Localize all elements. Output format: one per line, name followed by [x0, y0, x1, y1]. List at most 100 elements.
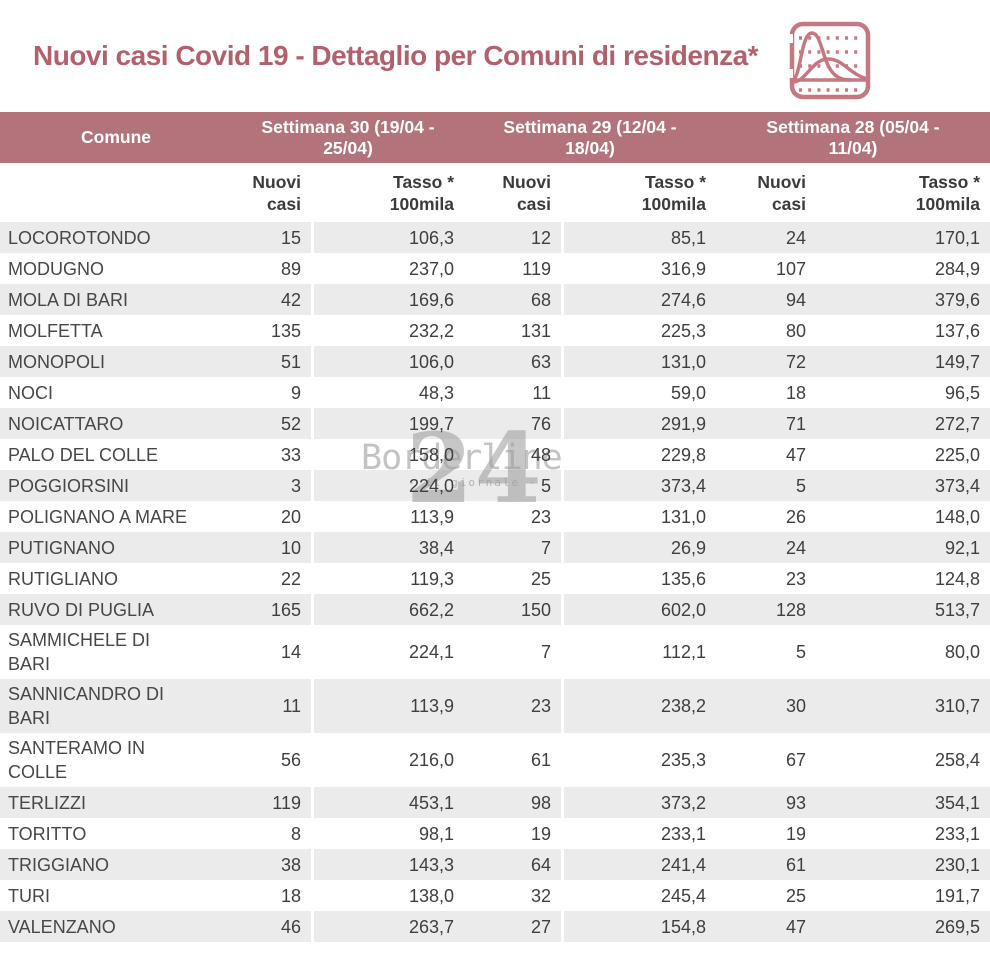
table-row: MODUGNO 89 237,0 119 316,9 107 284,9 [0, 253, 990, 284]
tasso-w28-cell: 272,7 [934, 413, 980, 434]
comune-cell: PUTIGNANO [8, 537, 116, 558]
nuovi-casi-w29-cell: 98 [464, 787, 564, 818]
nuovi-casi-w30-cell: 8 [232, 818, 314, 849]
nuovi-casi-w28-cell: 24 [785, 227, 806, 248]
nuovi-casi-w29-cell: 68 [464, 284, 564, 315]
table-row: TORITTO 8 98,1 19 233,1 19 233,1 [0, 818, 990, 849]
nuovi-casi-w30-cell: 18 [232, 880, 314, 911]
nuovi-casi-w29-cell: 76 [464, 408, 564, 439]
tasso-w30-cell: 106,3 [408, 227, 454, 248]
tasso-w29-cell: 274,6 [660, 289, 706, 310]
table-row: PALO DEL COLLE 33 158,0 48 229,8 47 225,… [0, 439, 990, 470]
nuovi-casi-w29-cell: 12 [464, 222, 564, 253]
nuovi-casi-w29-cell: 7 [464, 532, 564, 563]
tasso-w28-cell: 258,4 [934, 750, 980, 770]
tasso-w30-cell: 38,4 [418, 537, 454, 558]
table-row: POLIGNANO A MARE 20 113,9 23 131,0 26 14… [0, 501, 990, 532]
nuovi-casi-w29-cell: 48 [464, 439, 564, 470]
tasso-w28-cell: 124,8 [934, 568, 980, 589]
subheader-tasso-w30: Tasso * 100mila [389, 171, 454, 214]
tasso-w28-cell: 170,1 [934, 227, 980, 248]
nuovi-casi-w28-cell: 72 [785, 351, 806, 372]
tasso-w28-cell: 80,0 [944, 642, 980, 662]
nuovi-casi-w28-cell: 94 [785, 289, 806, 310]
nuovi-casi-w28-cell: 19 [785, 823, 806, 844]
epidemic-curve-icon [788, 20, 872, 102]
comune-cell: TURI [8, 885, 50, 906]
tasso-w28-cell: 148,0 [934, 506, 980, 527]
nuovi-casi-w29-cell: 25 [464, 563, 564, 594]
tasso-w28-cell: 225,0 [934, 444, 980, 465]
nuovi-casi-w30-cell: 42 [232, 284, 314, 315]
tasso-w29-cell: 131,0 [660, 506, 706, 527]
subheader-nuovi-casi-w28: Nuovi casi [757, 171, 806, 214]
tasso-w30-cell: 224,0 [408, 475, 454, 496]
nuovi-casi-w30-cell: 38 [232, 849, 314, 880]
nuovi-casi-w30-cell: 14 [232, 625, 314, 679]
page-title: Nuovi casi Covid 19 - Dettaglio per Comu… [33, 40, 759, 71]
tasso-w30-cell: 263,7 [408, 916, 454, 937]
tasso-w28-cell: 149,7 [934, 351, 980, 372]
nuovi-casi-w29-cell: 23 [464, 679, 564, 733]
tasso-w30-cell: 113,9 [410, 506, 454, 527]
comune-cell: NOCI [8, 382, 53, 403]
nuovi-casi-w28-cell: 23 [785, 568, 806, 589]
week-29-header: Settimana 29 (12/04 - 18/04) [503, 116, 677, 158]
nuovi-casi-w28-cell: 25 [785, 885, 806, 906]
tasso-w29-cell: 373,2 [660, 792, 706, 813]
table-row: RUVO DI PUGLIA 165 662,2 150 602,0 128 5… [0, 594, 990, 625]
tasso-w29-cell: 135,6 [660, 568, 706, 589]
comune-cell: MODUGNO [8, 258, 104, 279]
tasso-w29-cell: 225,3 [660, 320, 706, 341]
nuovi-casi-w30-cell: 119 [232, 787, 314, 818]
nuovi-casi-w29-cell: 27 [464, 911, 564, 942]
nuovi-casi-w28-cell: 107 [775, 258, 806, 279]
comune-cell: RUVO DI PUGLIA [8, 599, 155, 620]
tasso-w29-cell: 131,0 [660, 351, 706, 372]
covid-cases-table: Comune Settimana 30 (19/04 - 25/04) Sett… [0, 112, 990, 942]
tasso-w30-cell: 199,7 [408, 413, 454, 434]
tasso-w30-cell: 48,3 [418, 382, 454, 403]
nuovi-casi-w30-cell: 22 [232, 563, 314, 594]
tasso-w28-cell: 269,5 [934, 916, 980, 937]
nuovi-casi-w30-cell: 33 [232, 439, 314, 470]
subheader-nuovi-casi-w29: Nuovi casi [464, 163, 564, 222]
nuovi-casi-w29-cell: 19 [464, 818, 564, 849]
table-row: TURI 18 138,0 32 245,4 25 191,7 [0, 880, 990, 911]
nuovi-casi-w28-cell: 18 [785, 382, 806, 403]
comune-cell: MONOPOLI [8, 351, 106, 372]
nuovi-casi-w30-cell: 20 [232, 501, 314, 532]
comune-cell: MOLFETTA [8, 320, 103, 341]
table-subheader-row: Nuovi casi Tasso * 100mila Nuovi casi Ta… [0, 163, 990, 222]
comune-cell: SAMMICHELE DI BARI [8, 630, 151, 674]
comune-cell: NOICATTARO [8, 413, 124, 434]
tasso-w29-cell: 373,4 [660, 475, 706, 496]
tasso-w29-cell: 233,1 [660, 823, 706, 844]
tasso-w28-cell: 230,1 [934, 854, 980, 875]
nuovi-casi-w30-cell: 165 [232, 594, 314, 625]
nuovi-casi-w28-cell: 80 [785, 320, 806, 341]
tasso-w29-cell: 85,1 [670, 227, 706, 248]
nuovi-casi-w28-cell: 5 [795, 475, 806, 496]
nuovi-casi-w30-cell: 9 [232, 377, 314, 408]
table-header-row: Comune Settimana 30 (19/04 - 25/04) Sett… [0, 112, 990, 163]
nuovi-casi-w30-cell: 135 [232, 315, 314, 346]
comune-cell: RUTIGLIANO [8, 568, 119, 589]
nuovi-casi-w28-cell: 47 [785, 916, 806, 937]
nuovi-casi-w28-cell: 128 [775, 599, 806, 620]
nuovi-casi-w30-cell: 51 [232, 346, 314, 377]
tasso-w30-cell: 143,3 [408, 854, 454, 875]
table-row: LOCOROTONDO 15 106,3 12 85,1 24 170,1 [0, 222, 990, 253]
nuovi-casi-w28-cell: 93 [785, 792, 806, 813]
table-row: SAMMICHELE DI BARI 14 224,1 7 112,1 5 80… [0, 625, 990, 679]
nuovi-casi-w29-cell: 61 [464, 733, 564, 787]
nuovi-casi-w30-cell: 10 [232, 532, 314, 563]
tasso-w29-cell: 245,4 [660, 885, 706, 906]
nuovi-casi-w30-cell: 15 [232, 222, 314, 253]
table-row: SANNICANDRO DI BARI 11 113,9 23 238,2 30… [0, 679, 990, 733]
table-row: SANTERAMO IN COLLE 56 216,0 61 235,3 67 … [0, 733, 990, 787]
tasso-w30-cell: 453,1 [408, 792, 454, 813]
table-row: MOLFETTA 135 232,2 131 225,3 80 137,6 [0, 315, 990, 346]
nuovi-casi-w30-cell: 11 [232, 679, 314, 733]
subheader-nuovi-casi-w30: Nuovi casi [232, 163, 314, 222]
